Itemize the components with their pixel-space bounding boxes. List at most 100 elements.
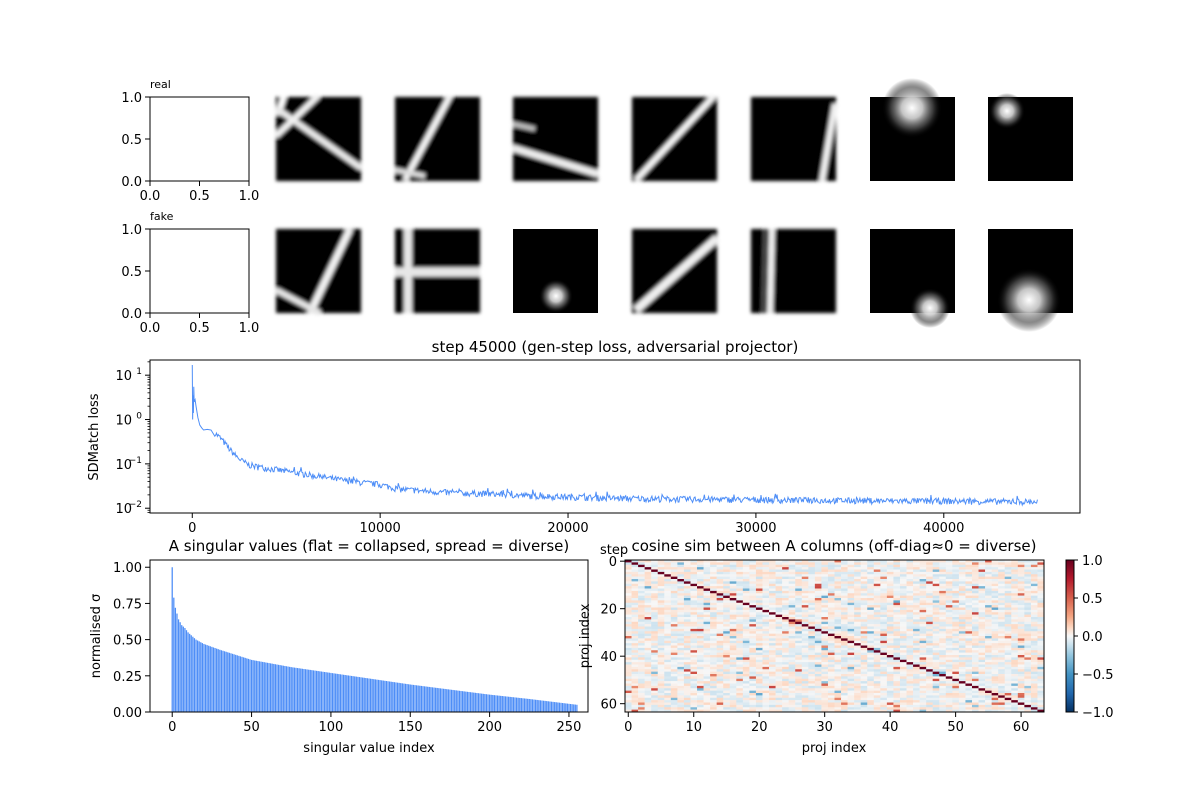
cos-cell	[952, 571, 960, 575]
cos-cell	[985, 652, 992, 656]
cos-cell	[631, 693, 639, 696]
cos-cell	[782, 612, 789, 615]
cos-cell	[913, 576, 920, 580]
cos-cell	[657, 614, 665, 618]
cos-cell	[867, 707, 875, 710]
cos-cell	[736, 702, 744, 706]
sv-frame	[149, 559, 589, 713]
cos-cell	[991, 690, 999, 694]
cos-cell	[913, 674, 920, 677]
sv-bar-159	[423, 686, 426, 712]
cos-cell	[651, 590, 658, 594]
cos-cell	[638, 681, 645, 684]
cos-cell	[677, 678, 685, 682]
cos-cell	[729, 645, 737, 649]
cos-cell	[971, 590, 979, 594]
cos-cell	[742, 695, 750, 699]
cos-cell	[697, 607, 704, 611]
cos-cell	[651, 579, 658, 582]
cos-cell	[821, 678, 829, 682]
cos-cell	[873, 697, 881, 701]
cos-cell	[945, 581, 953, 585]
cos-cell	[841, 612, 848, 615]
cos-cell	[762, 609, 770, 613]
cos-cell	[906, 579, 914, 582]
cos-cell	[991, 709, 999, 713]
cos-cell	[670, 636, 678, 639]
cos-cell	[899, 645, 907, 649]
cos-cell	[670, 621, 678, 625]
cos-cell	[683, 605, 691, 608]
cos-cell	[749, 612, 757, 615]
cos-cell	[749, 614, 757, 618]
cos-cell	[762, 560, 770, 563]
cos-cell	[873, 657, 881, 661]
cos-cell	[913, 678, 920, 682]
cos-cell	[1011, 704, 1019, 708]
cos-cell	[638, 612, 645, 615]
cos-cell	[690, 688, 698, 691]
cos-cell	[985, 671, 992, 675]
cos-cell	[886, 638, 894, 642]
cos-cell	[998, 617, 1005, 620]
cos-cell	[821, 690, 829, 694]
sv-bar-200	[488, 694, 491, 712]
cos-cell	[913, 605, 920, 608]
cos-cell	[762, 621, 770, 625]
cos-cell	[841, 569, 848, 573]
cos-cell	[867, 586, 875, 589]
cos-cell	[978, 619, 986, 623]
cos-cell	[664, 655, 672, 658]
cos-cell	[795, 704, 803, 708]
cos-cell	[985, 569, 992, 573]
cos-cell	[958, 681, 966, 684]
cos-cell	[697, 659, 704, 663]
cos-cell	[899, 612, 907, 615]
cos-cell	[998, 621, 1005, 625]
cos-cell	[1024, 674, 1032, 677]
cos-cell	[965, 662, 973, 665]
cos-cell	[913, 562, 920, 566]
cos-cell	[690, 595, 698, 599]
cos-cell	[834, 662, 842, 665]
sv-bar-217	[515, 697, 518, 712]
cos-cell	[965, 709, 973, 713]
cos-cell	[670, 638, 678, 642]
cos-cell	[998, 650, 1005, 653]
cos-cell	[762, 643, 770, 646]
cos-cell	[952, 666, 960, 670]
cos-cell	[814, 614, 822, 618]
cos-cell	[670, 700, 678, 703]
cos-cell	[854, 567, 861, 570]
sv-bar-54	[257, 661, 259, 712]
cos-cell	[710, 579, 717, 582]
cos-cell	[1024, 600, 1032, 604]
cos-cell	[945, 621, 953, 625]
cos-cell	[651, 688, 658, 691]
cos-cell	[769, 664, 776, 668]
cos-cell	[834, 605, 842, 608]
cos-cell	[690, 571, 698, 575]
cos-cell	[801, 602, 809, 606]
cos-cell	[991, 609, 999, 613]
cos-cell	[899, 676, 907, 680]
cos-cell	[723, 645, 730, 649]
cos-cell	[860, 607, 868, 611]
cos-cell	[651, 612, 658, 615]
cos-cell	[808, 619, 816, 623]
cos-cell	[985, 595, 992, 599]
sv-bar-108	[342, 674, 345, 712]
cos-cell	[795, 678, 803, 682]
cos-cell	[847, 562, 855, 566]
cos-cell	[788, 645, 796, 649]
cos-cell	[1037, 636, 1045, 639]
cos-cell	[958, 612, 966, 615]
cos-cell	[945, 600, 953, 604]
sv-bar-0	[171, 567, 173, 712]
cos-cell	[919, 633, 927, 637]
cos-cell	[854, 678, 861, 682]
cos-cell	[899, 704, 907, 708]
cos-cell	[755, 662, 763, 665]
cos-cell	[945, 652, 953, 656]
sv-bar-148	[406, 684, 408, 712]
